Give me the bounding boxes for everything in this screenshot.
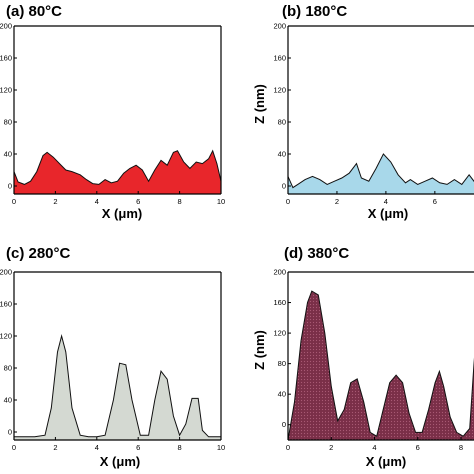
panel-c-xtick-label: 10 [217, 443, 225, 452]
panel-a-xlabel: X (μm) [102, 206, 142, 221]
panel-d-line [288, 290, 474, 440]
panel-d-ylabel: Z (nm) [252, 330, 267, 370]
panel-d-xtick-label: 4 [372, 443, 376, 452]
panel-c-ytick-label: 120 [0, 332, 12, 341]
panel-a-ytick-label: 80 [4, 118, 12, 127]
panel-c-ytick-label: 160 [0, 300, 12, 309]
panel-b: (b) 180°C Z (nm) 0 40 80 120 160 200 0 2 4 6 X (μ… [252, 3, 474, 221]
panel-b-ytick-label: 40 [278, 150, 286, 159]
panel-b-ylabel: Z (nm) [252, 84, 267, 124]
panel-b-ytick-label: 160 [273, 54, 286, 63]
panel-c-ytick-label: 200 [0, 268, 12, 277]
panel-c-xtick-label: 0 [12, 443, 16, 452]
panel-b-xtick-label: 0 [286, 197, 290, 206]
panel-a-ytick-label: 120 [0, 86, 12, 95]
panel-c-xlabel: X (μm) [100, 454, 140, 469]
panel-a-line [14, 149, 221, 185]
panel-d-xlabel: X (μm) [366, 454, 406, 469]
panel-b-xlabel: X (μm) [368, 206, 408, 221]
panel-c-xtick-label: 8 [178, 443, 182, 452]
panel-b-xtick-label: 4 [384, 197, 388, 206]
panel-a-ytick-label: 40 [4, 150, 12, 159]
panel-b-ytick-label: 80 [278, 118, 286, 127]
panel-a: (a) 80°C 0 40 80 120 160 200 0 2 4 6 8 10 X (μm) [0, 3, 225, 221]
panel-a-ytick-label: 0 [8, 182, 12, 191]
panel-c-xtick-label: 6 [136, 443, 140, 452]
panel-b-plot: 0 40 80 120 160 200 0 2 4 6 [273, 22, 474, 206]
panel-a-series [14, 149, 221, 194]
panel-d-xtick-label: 2 [329, 443, 333, 452]
panel-d-ytick-label: 120 [273, 329, 286, 338]
panel-d-xtick-label: 8 [459, 443, 463, 452]
panel-b-ytick-label: 120 [273, 86, 286, 95]
panel-d-ytick-label: 0 [282, 420, 286, 429]
panel-c-ytick-label: 80 [4, 364, 12, 373]
panel-c: (c) 280°C 0 40 80 120 160 200 0 2 4 6 8 10 X (μm) [0, 245, 225, 469]
panel-b-ytick-label: 200 [273, 22, 286, 31]
panel-a-xtick-label: 6 [136, 197, 140, 206]
panel-d-xtick-label: 6 [416, 443, 420, 452]
panel-c-xtick-label: 4 [95, 443, 99, 452]
panel-b-line [288, 153, 474, 189]
panel-d-title: (d) 380°C [284, 245, 349, 262]
panel-d-ytick-label: 40 [278, 390, 286, 399]
panel-d: (d) 380°C Z (nm) 0 40 80 120 160 200 0 2 4 6 8 X (… [252, 245, 474, 469]
panel-d-plot: 0 40 80 120 160 200 0 2 4 6 8 [273, 268, 474, 452]
panel-c-plot: 0 40 80 120 160 200 0 2 4 6 8 10 [0, 268, 225, 453]
panel-a-title: (a) 80°C [6, 3, 62, 20]
panel-a-area [14, 150, 221, 194]
panel-b-xtick-label: 6 [433, 197, 437, 206]
panel-d-ytick-label: 200 [273, 268, 286, 277]
panel-d-series [288, 290, 474, 440]
panel-d-area [288, 291, 474, 440]
panel-b-ytick-label: 0 [282, 182, 286, 191]
panel-c-series [14, 334, 221, 440]
panel-b-area [288, 154, 474, 194]
panel-d-xtick-label: 0 [286, 443, 290, 452]
panel-a-plot: 0 40 80 120 160 200 0 2 4 6 8 10 [0, 22, 225, 207]
panel-a-xtick-label: 2 [53, 197, 57, 206]
panel-a-xtick-label: 0 [12, 197, 16, 206]
panel-c-xtick-label: 2 [53, 443, 57, 452]
panel-b-series [288, 153, 474, 194]
panel-a-ytick-label: 160 [0, 54, 12, 63]
panel-c-area [14, 336, 221, 440]
panel-c-ytick-label: 0 [8, 428, 12, 437]
panel-b-title: (b) 180°C [282, 3, 347, 20]
panel-a-xtick-label: 10 [217, 197, 225, 206]
panel-a-xtick-label: 8 [178, 197, 182, 206]
panel-c-title: (c) 280°C [6, 245, 71, 262]
panel-d-ytick-label: 160 [273, 298, 286, 307]
panel-b-xtick-label: 2 [335, 197, 339, 206]
panel-c-ytick-label: 40 [4, 396, 12, 405]
panel-c-line [14, 334, 221, 438]
panel-d-ytick-label: 80 [278, 359, 286, 368]
panel-a-xtick-label: 4 [95, 197, 99, 206]
panel-a-ytick-label: 200 [0, 22, 12, 31]
